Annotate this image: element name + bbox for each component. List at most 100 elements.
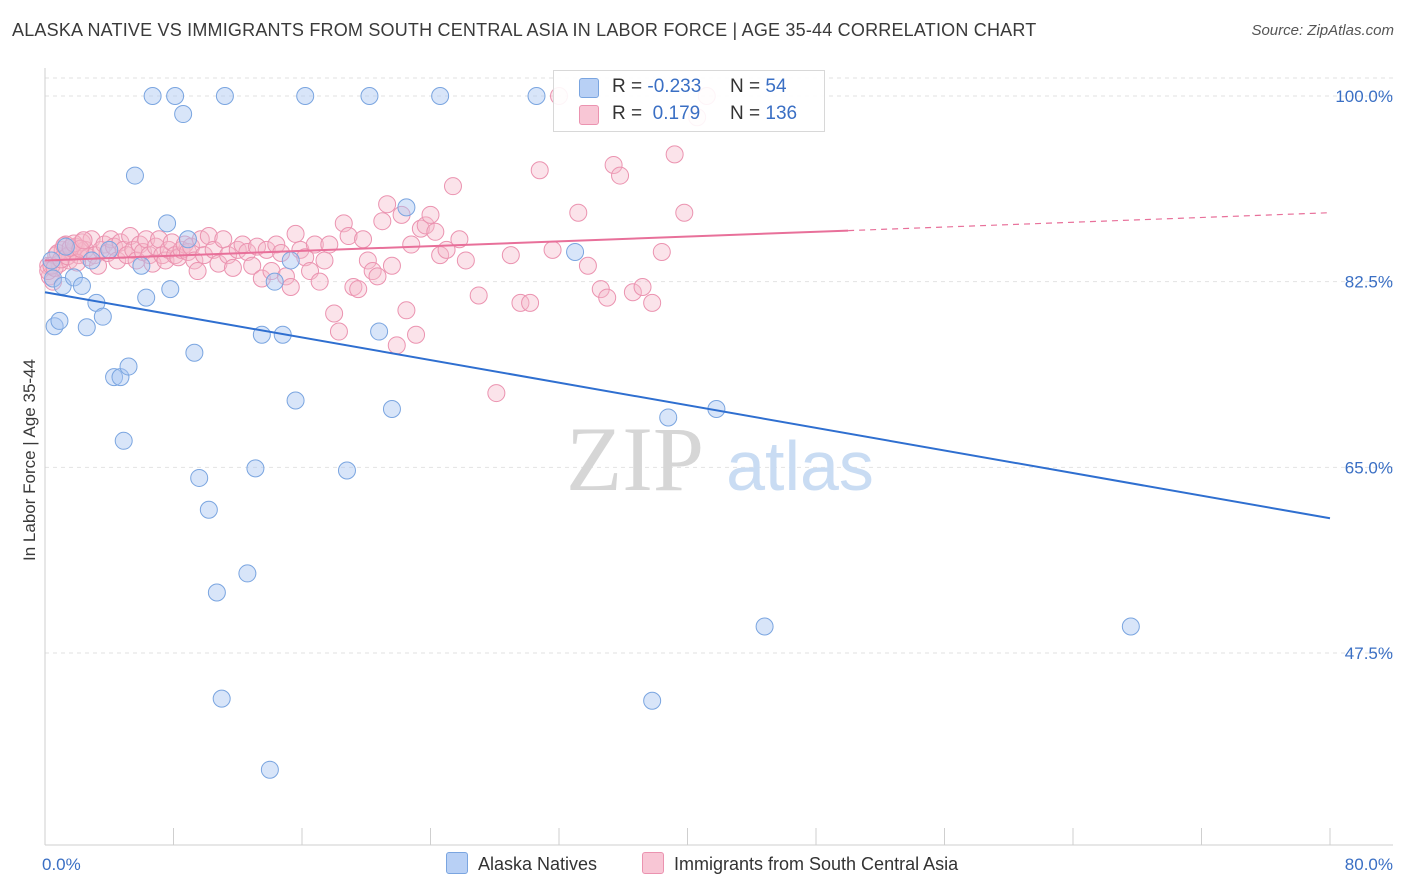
immigrant-point bbox=[521, 293, 540, 312]
alaska-native-point bbox=[185, 343, 204, 362]
alaska-native-point bbox=[643, 691, 662, 710]
alaska-native-point bbox=[215, 87, 234, 105]
immigrant-point bbox=[223, 258, 242, 277]
immigrant-point bbox=[368, 267, 387, 286]
immigrant-point bbox=[652, 242, 671, 261]
alaska-native-point bbox=[659, 408, 678, 427]
legend-n-pink: N = 136 bbox=[730, 103, 798, 124]
alaska-native-point bbox=[72, 276, 91, 295]
alaska-native-point bbox=[132, 256, 151, 275]
immigrant-point bbox=[349, 280, 368, 299]
immigrant-point bbox=[411, 219, 430, 238]
immigrant-point bbox=[543, 240, 562, 259]
legend-swatch-pink bbox=[579, 105, 599, 125]
trend-lines bbox=[44, 212, 1331, 520]
immigrant-point bbox=[344, 277, 363, 296]
blue-points bbox=[42, 87, 1140, 779]
immigrant-point bbox=[329, 322, 348, 341]
immigrant-point bbox=[623, 283, 642, 302]
axes bbox=[44, 68, 1393, 846]
alaska-native-point bbox=[199, 500, 218, 519]
immigrant-point bbox=[487, 384, 506, 403]
immigrant-point bbox=[339, 227, 358, 246]
immigrant-point bbox=[397, 301, 416, 320]
legend-swatch-immigrants bbox=[642, 852, 664, 874]
immigrant-point bbox=[315, 251, 334, 270]
legend-n-blue: N = 54 bbox=[730, 76, 787, 97]
alaska-native-point bbox=[77, 318, 96, 337]
immigrant-point bbox=[665, 145, 684, 164]
y-tick-label: 100.0% bbox=[1335, 87, 1393, 106]
alaska-native-point bbox=[50, 311, 69, 330]
legend: R = -0.233 N = 54 R = 0.179 N = 136 bbox=[553, 70, 825, 132]
alaska-native-point bbox=[114, 431, 133, 450]
alaska-native-point bbox=[166, 87, 185, 105]
alaska-native-point bbox=[93, 307, 112, 326]
alaska-native-point bbox=[82, 251, 101, 270]
tick-labels: 100.0% 82.5% 65.0% 47.5% 0.0% 80.0% bbox=[42, 87, 1393, 874]
alaska-native-point bbox=[212, 689, 231, 708]
immigrant-point bbox=[387, 336, 406, 355]
alaska-native-point bbox=[178, 230, 197, 249]
immigrant-point bbox=[172, 240, 191, 259]
immigrant-point bbox=[325, 304, 344, 323]
legend-swatch-alaska bbox=[446, 852, 468, 874]
immigrant-point bbox=[402, 235, 421, 254]
alaska-native-point bbox=[337, 461, 356, 480]
y-tick-label: 65.0% bbox=[1345, 458, 1393, 477]
immigrant-point bbox=[214, 230, 233, 249]
immigrant-point bbox=[188, 262, 207, 281]
immigrant-point bbox=[262, 262, 281, 281]
immigrant-point bbox=[421, 205, 440, 224]
chart-title: ALASKA NATIVE VS IMMIGRANTS FROM SOUTH C… bbox=[12, 20, 1037, 40]
y-tick-label: 47.5% bbox=[1345, 644, 1393, 663]
x-tick-label: 0.0% bbox=[42, 855, 81, 874]
immigrant-point bbox=[310, 272, 329, 291]
alaska-native-point bbox=[158, 214, 177, 233]
alaska-native-point bbox=[1121, 617, 1140, 636]
immigrant-point bbox=[382, 256, 401, 275]
immigrant-point bbox=[643, 293, 662, 312]
immigrant-point bbox=[199, 227, 218, 246]
alaska-native-point bbox=[281, 251, 300, 270]
legend-r-blue: R = -0.233 bbox=[612, 76, 702, 97]
immigrant-point bbox=[633, 277, 652, 296]
immigrant-point bbox=[354, 230, 373, 249]
series-legend: Alaska Natives Immigrants from South Cen… bbox=[0, 852, 1406, 878]
immigrant-point bbox=[530, 161, 549, 180]
legend-item-immigrants: Immigrants from South Central Asia bbox=[642, 852, 958, 875]
legend-row-blue: R = -0.233 N = 54 bbox=[554, 74, 824, 100]
immigrant-point bbox=[450, 230, 469, 249]
immigrant-point bbox=[305, 235, 324, 254]
alaska-native-point bbox=[56, 237, 75, 256]
immigrant-point bbox=[469, 286, 488, 305]
immigrant-point bbox=[248, 237, 267, 256]
alaska-native-point bbox=[143, 87, 162, 105]
alaska-native-point bbox=[174, 105, 193, 124]
legend-r-pink: R = 0.179 bbox=[612, 103, 701, 124]
immigrant-point bbox=[363, 262, 382, 281]
immigrant-point bbox=[296, 248, 315, 267]
trend-line-extension bbox=[848, 212, 1331, 232]
alaska-native-point bbox=[265, 272, 284, 291]
alaska-native-point bbox=[397, 198, 416, 217]
immigrant-point bbox=[604, 155, 623, 174]
alaska-native-point bbox=[161, 280, 180, 299]
immigrant-point bbox=[243, 256, 262, 275]
alaska-native-point bbox=[566, 242, 585, 261]
alaska-native-point bbox=[137, 288, 156, 307]
immigrant-point bbox=[272, 244, 291, 263]
immigrant-point bbox=[416, 216, 435, 235]
immigrant-point bbox=[373, 212, 392, 231]
alaska-native-point bbox=[125, 166, 144, 185]
alaska-native-point bbox=[431, 87, 450, 105]
alaska-native-point bbox=[45, 317, 64, 336]
immigrant-point bbox=[426, 222, 445, 241]
immigrant-point bbox=[378, 195, 397, 214]
alaska-native-point bbox=[100, 240, 119, 259]
immigrant-point bbox=[569, 203, 588, 222]
immigrant-point bbox=[267, 235, 286, 254]
immigrant-point bbox=[185, 251, 204, 270]
immigrant-point bbox=[456, 251, 475, 270]
alaska-native-point bbox=[286, 391, 305, 410]
